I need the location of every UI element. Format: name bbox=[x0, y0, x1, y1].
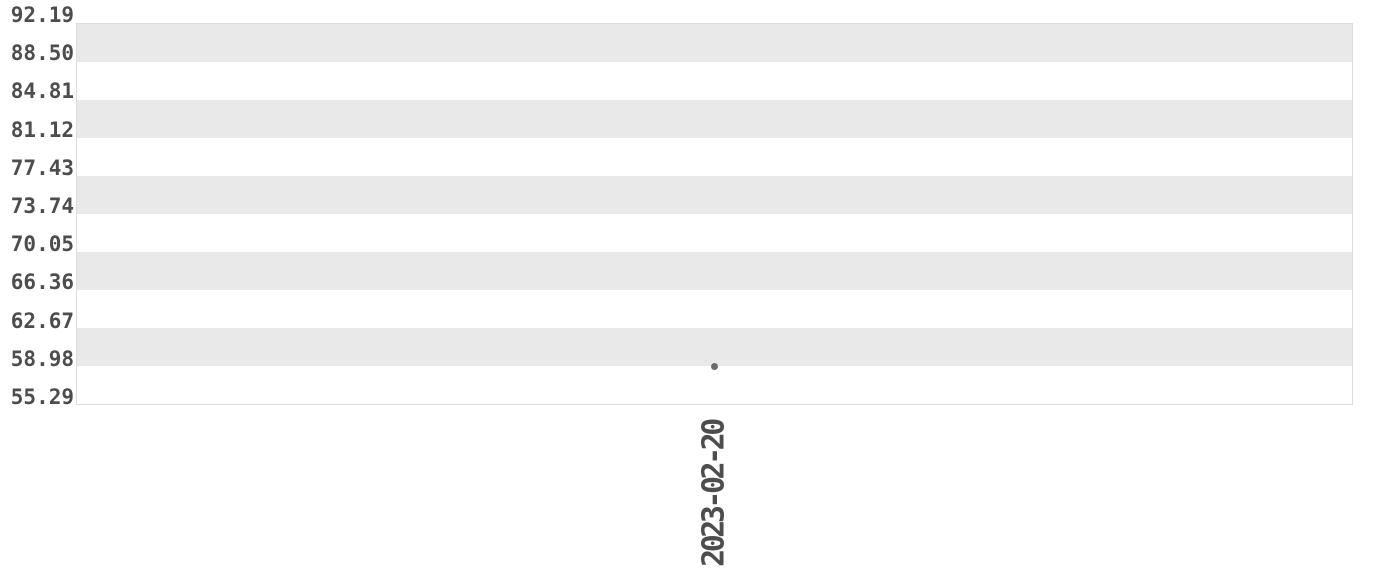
plot-area bbox=[76, 23, 1353, 405]
x-axis-tick-label: 2023-02-20 bbox=[696, 421, 732, 567]
y-axis-tick-label: 88.50 bbox=[10, 41, 74, 66]
plot-band bbox=[77, 290, 1352, 328]
plot-band bbox=[77, 366, 1352, 404]
y-axis-tick-label: 81.12 bbox=[10, 117, 74, 142]
plot-band bbox=[77, 138, 1352, 176]
plot-band bbox=[77, 252, 1352, 290]
y-axis-tick-label: 77.43 bbox=[10, 155, 74, 180]
data-point bbox=[711, 363, 718, 371]
y-axis-tick-label: 62.67 bbox=[10, 308, 74, 333]
y-axis-tick-label: 58.98 bbox=[10, 346, 74, 371]
plot-band bbox=[77, 24, 1352, 62]
y-axis-tick-label: 73.74 bbox=[10, 194, 74, 218]
y-axis-tick-label: 70.05 bbox=[10, 232, 74, 257]
plot-band bbox=[77, 176, 1352, 214]
y-axis-tick-label: 66.36 bbox=[10, 270, 74, 295]
y-axis-tick-label: 55.29 bbox=[10, 385, 74, 409]
plot-band bbox=[77, 214, 1352, 252]
y-axis-tick-label: 92.19 bbox=[10, 3, 74, 27]
plot-band bbox=[77, 328, 1352, 366]
plot-band bbox=[77, 62, 1352, 100]
y-axis-tick-label: 84.81 bbox=[10, 79, 74, 104]
plot-band bbox=[77, 100, 1352, 138]
